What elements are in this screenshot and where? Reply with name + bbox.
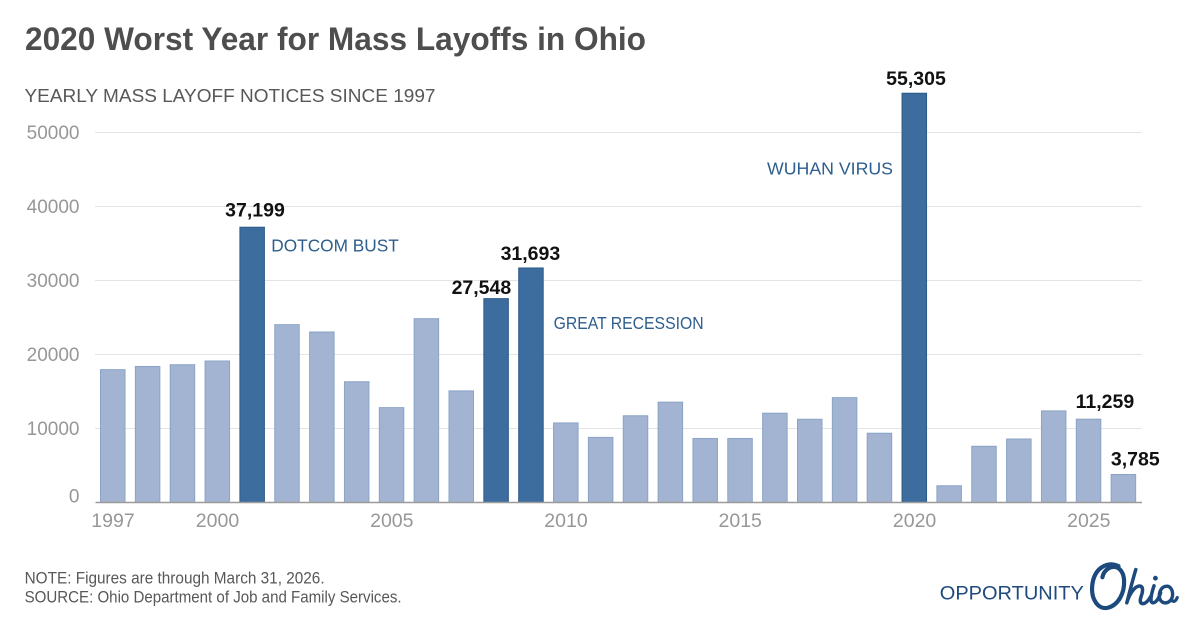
svg-text:0: 0 <box>69 486 80 507</box>
svg-text:2025: 2025 <box>1067 510 1111 532</box>
svg-text:20000: 20000 <box>27 345 80 366</box>
svg-text:11,259: 11,259 <box>1076 391 1135 413</box>
svg-text:GREAT RECESSION: GREAT RECESSION <box>554 313 704 333</box>
svg-text:2020: 2020 <box>893 510 937 532</box>
svg-text:27,548: 27,548 <box>452 277 512 299</box>
svg-text:30000: 30000 <box>27 271 80 292</box>
svg-text:31,693: 31,693 <box>501 243 561 265</box>
svg-text:3,785: 3,785 <box>1111 449 1160 471</box>
svg-text:37,199: 37,199 <box>225 200 285 222</box>
svg-text:2000: 2000 <box>196 510 240 532</box>
svg-text:2010: 2010 <box>544 510 588 532</box>
svg-text:YEARLY MASS LAYOFF NOTICES SIN: YEARLY MASS LAYOFF NOTICES SINCE 1997 <box>25 86 436 106</box>
svg-text:DOTCOM BUST: DOTCOM BUST <box>271 236 399 256</box>
svg-text:10000: 10000 <box>27 419 80 440</box>
svg-text:1997: 1997 <box>91 510 134 532</box>
svg-text:WUHAN VIRUS: WUHAN VIRUS <box>767 158 893 178</box>
svg-text:NOTE: Figures are through Marc: NOTE: Figures are through March 31, 2026… <box>25 569 325 588</box>
svg-text:2005: 2005 <box>370 510 414 532</box>
svg-text:40000: 40000 <box>27 197 80 218</box>
svg-text:55,305: 55,305 <box>886 68 946 90</box>
svg-text:2020 Worst Year for Mass Layof: 2020 Worst Year for Mass Layoffs in Ohio <box>25 21 646 57</box>
svg-text:50000: 50000 <box>27 123 80 144</box>
svg-text:2015: 2015 <box>719 510 763 532</box>
svg-text:OPPORTUNITY: OPPORTUNITY <box>940 582 1084 604</box>
svg-text:SOURCE: Ohio Department of Job: SOURCE: Ohio Department of Job and Famil… <box>25 588 402 607</box>
